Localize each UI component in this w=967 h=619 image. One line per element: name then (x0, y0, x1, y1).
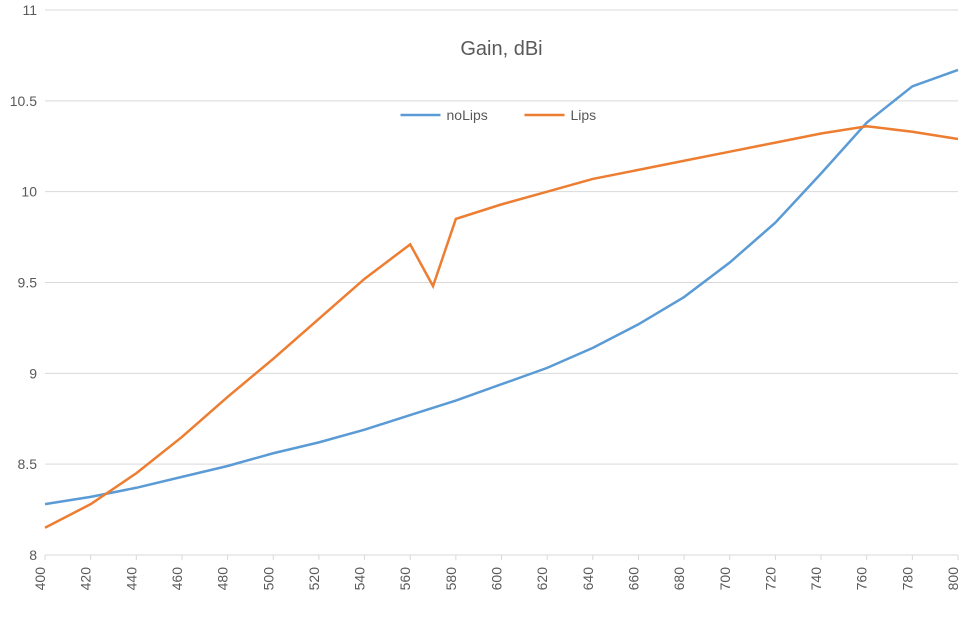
x-tick-label: 500 (260, 567, 276, 591)
x-tick-label: 680 (671, 567, 687, 591)
x-tick-label: 780 (899, 567, 915, 591)
x-tick-label: 580 (443, 567, 459, 591)
x-tick-label: 760 (854, 567, 870, 591)
x-tick-label: 600 (489, 567, 505, 591)
x-tick-label: 620 (534, 567, 550, 591)
y-tick-label: 9.5 (18, 275, 38, 291)
y-tick-label: 10 (21, 184, 37, 200)
x-tick-label: 520 (306, 567, 322, 591)
y-tick-label: 8.5 (18, 456, 38, 472)
x-tick-label: 540 (352, 567, 368, 591)
legend: noLips Lips (401, 107, 597, 123)
x-tick-label: 560 (397, 567, 413, 591)
x-tick-label: 660 (625, 567, 641, 591)
y-tick-label: 8 (29, 547, 37, 563)
series-Lips (45, 126, 958, 527)
x-tick-label: 480 (215, 567, 231, 591)
y-tick-label: 9 (29, 365, 37, 381)
x-tick-label: 640 (580, 567, 596, 591)
x-tick-label: 460 (169, 567, 185, 591)
x-tick-label: 740 (808, 567, 824, 591)
legend-label: noLips (447, 107, 488, 123)
gain-chart: 8 8.5 9 9.5 10 10.5 11 400 420 440 460 480 500 520 540… (0, 0, 967, 619)
y-tick-label: 10.5 (10, 93, 37, 109)
series-noLips (45, 70, 958, 504)
x-tick-label: 440 (123, 567, 139, 591)
chart-container: 8 8.5 9 9.5 10 10.5 11 400 420 440 460 480 500 520 540… (0, 0, 967, 619)
x-tick-label: 420 (78, 567, 94, 591)
x-tick-label: 700 (717, 567, 733, 591)
x-tick-label: 720 (762, 567, 778, 591)
x-tick-label: 400 (32, 567, 48, 591)
chart-title: Gain, dBi (460, 38, 542, 60)
y-tick-label: 11 (22, 2, 37, 18)
legend-label: Lips (571, 107, 597, 123)
x-tick-label: 800 (945, 567, 961, 591)
